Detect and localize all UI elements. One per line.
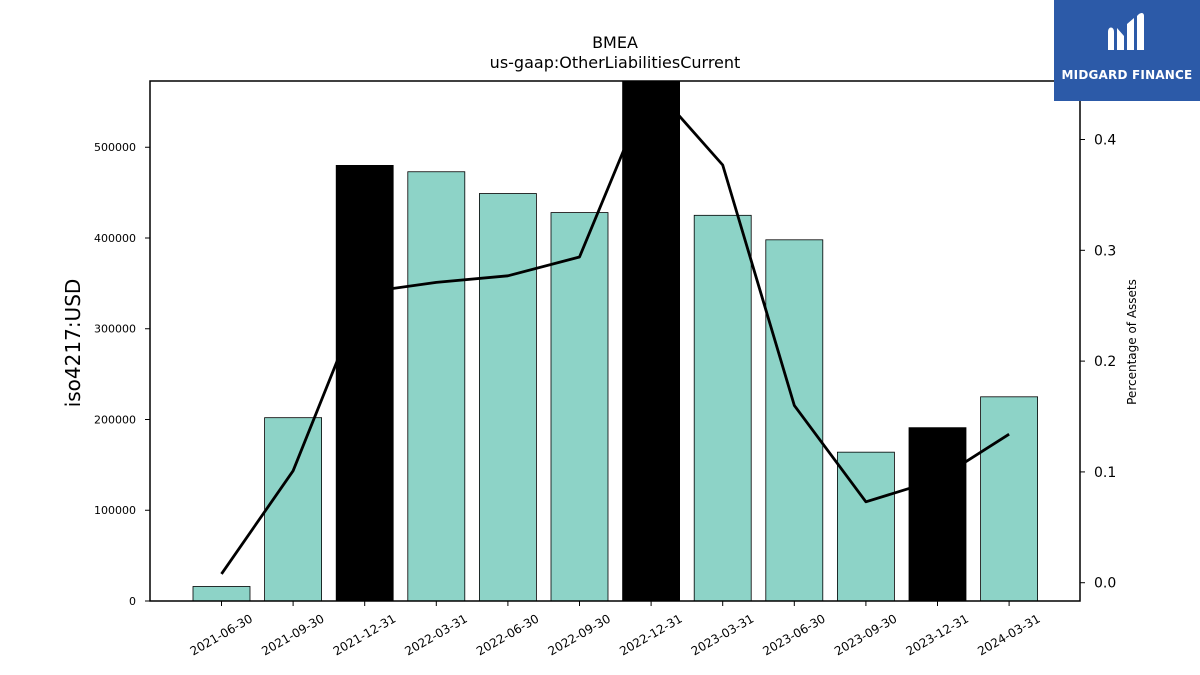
bar <box>407 171 466 602</box>
y-tick-label: 400000 <box>94 232 136 245</box>
y2-tick-label: 0.0 <box>1094 576 1116 592</box>
chart-title: BMEA <box>592 33 638 52</box>
y2-axis: 0.0 0.1 0.2 0.3 0.4 <box>1080 133 1116 592</box>
bar <box>765 239 824 602</box>
x-tick-label: 2022-12-31 <box>617 611 684 658</box>
y-tick-label: 100000 <box>94 504 136 517</box>
x-tick-label: 2023-03-31 <box>689 611 756 658</box>
bars <box>192 80 1038 602</box>
x-tick-label: 2021-12-31 <box>331 611 398 658</box>
line-series <box>220 82 1010 575</box>
x-tick-label: 2022-03-31 <box>402 611 469 658</box>
line-path <box>220 82 1010 575</box>
x-tick-label: 2022-09-30 <box>546 611 613 658</box>
bar <box>192 586 251 602</box>
y-tick-label: 200000 <box>94 413 136 426</box>
bar <box>693 214 752 602</box>
chart-subtitle: us-gaap:OtherLiabilitiesCurrent <box>490 53 741 72</box>
y2-tick-label: 0.1 <box>1094 465 1116 481</box>
x-tick-label: 2023-06-30 <box>760 611 827 658</box>
bar <box>478 193 537 602</box>
x-tick-label: 2021-09-30 <box>259 611 326 658</box>
plot-frame <box>149 80 1081 602</box>
bar <box>264 417 323 602</box>
y2-axis-label: Percentage of Assets <box>1125 279 1139 405</box>
x-axis: 2021-06-30 2021-09-30 2021-12-31 2022-03-31… <box>188 601 1043 658</box>
y-tick-label: 0 <box>129 595 136 608</box>
y-axis-label: iso4217:USD <box>61 279 85 408</box>
logo-panel <box>1054 0 1200 101</box>
logo-text: MIDGARD FINANCE <box>1061 68 1193 82</box>
x-tick-label: 2022-06-30 <box>474 611 541 658</box>
logo-icon <box>1108 13 1144 50</box>
y-axis: 0 100000 200000 300000 400000 500000 <box>94 141 150 608</box>
bar <box>550 212 609 602</box>
x-tick-label: 2023-09-30 <box>832 611 899 658</box>
y2-tick-label: 0.4 <box>1094 133 1116 149</box>
bar <box>335 164 394 602</box>
y-tick-label: 500000 <box>94 141 136 154</box>
x-tick-label: 2021-06-30 <box>188 611 255 658</box>
bar <box>622 80 680 602</box>
bar <box>980 396 1038 602</box>
x-tick-label: 2024-03-31 <box>975 611 1042 658</box>
x-tick-label: 2023-12-31 <box>904 611 971 658</box>
bar <box>908 427 967 602</box>
y-tick-label: 300000 <box>94 323 136 336</box>
y2-tick-label: 0.2 <box>1094 354 1116 370</box>
y2-tick-label: 0.3 <box>1094 243 1116 259</box>
